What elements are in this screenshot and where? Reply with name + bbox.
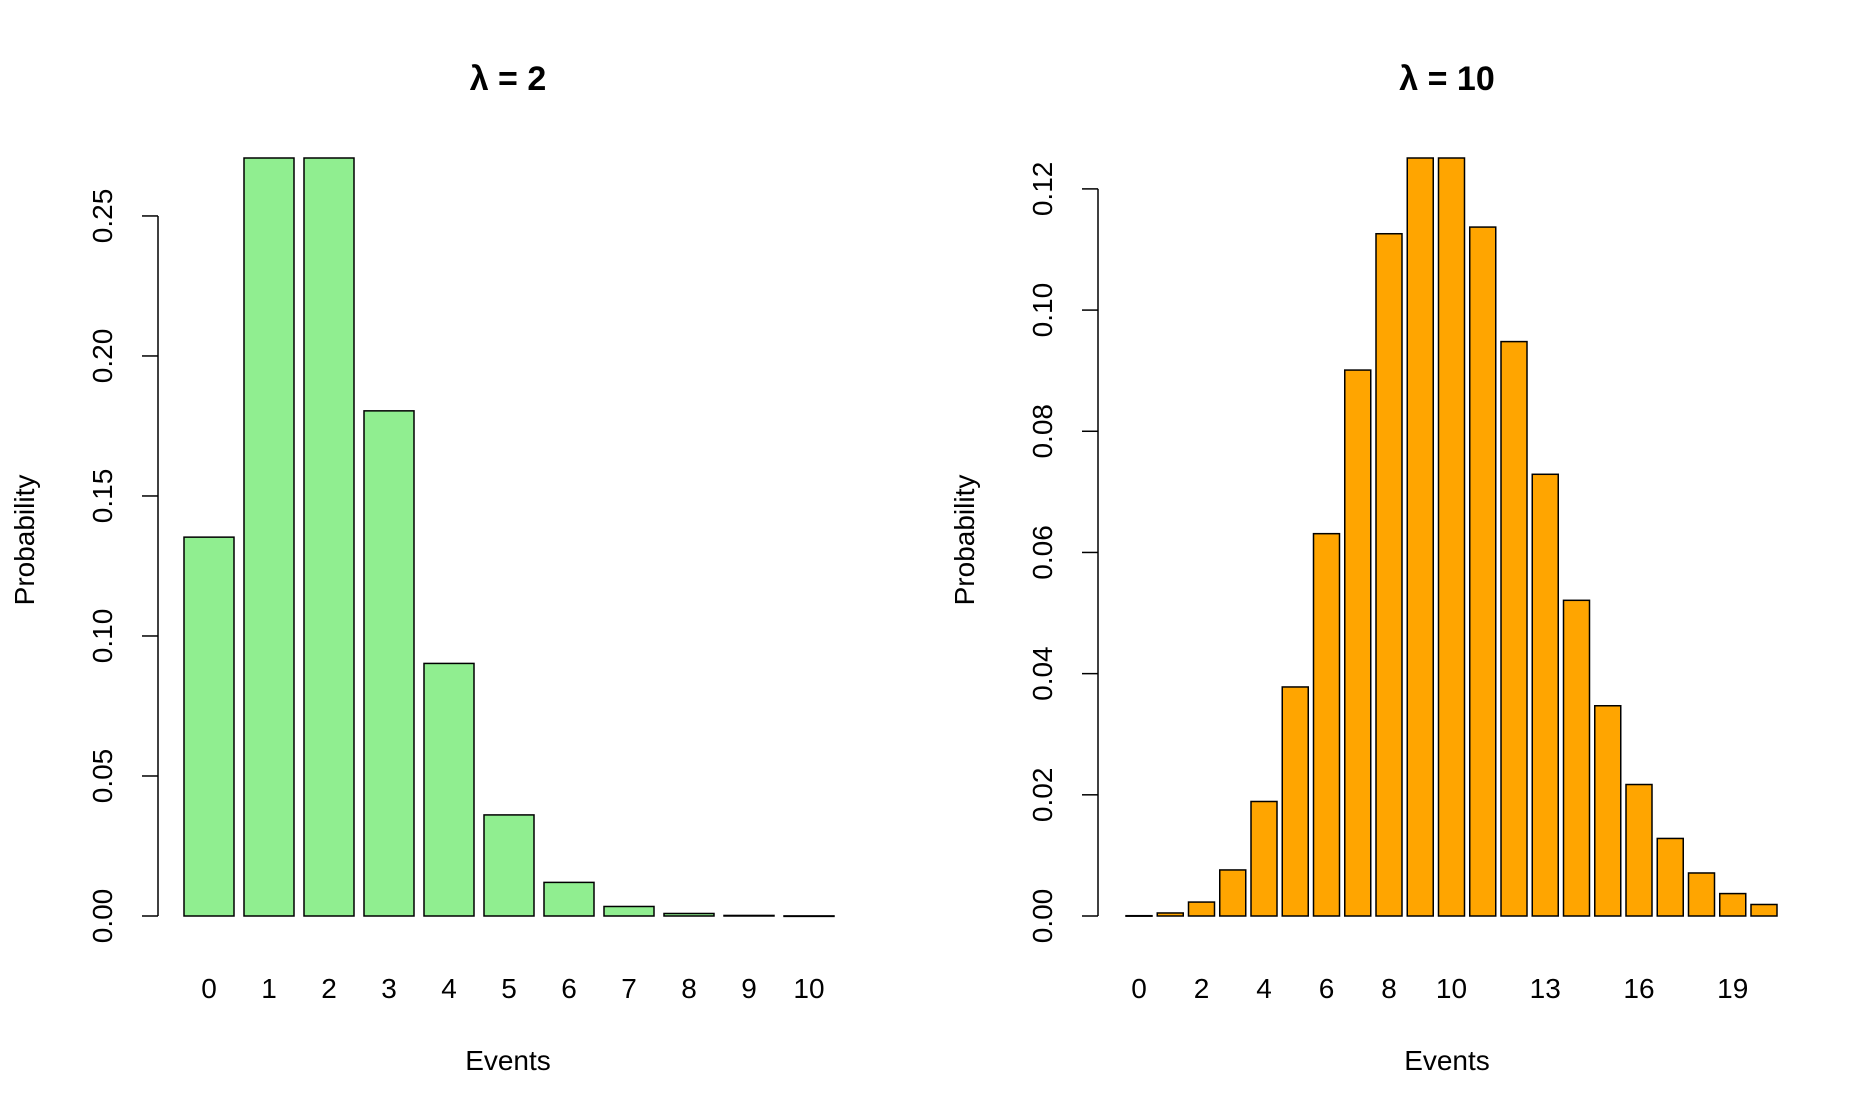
y-tick-label: 0.12 <box>1027 162 1058 217</box>
bar-20 <box>1750 903 1778 917</box>
bar-0 <box>183 536 235 917</box>
y-tick-label: 0.05 <box>87 749 118 804</box>
bar-3 <box>363 410 415 917</box>
y-tick-label: 0.04 <box>1027 646 1058 701</box>
chart-title: λ = 2 <box>470 60 547 98</box>
chart-panel-lambda-2: λ = 2 Events Probability 0.00 0.05 0.10 0.1… <box>9 60 835 1076</box>
x-axis-label: Events <box>1404 1045 1490 1076</box>
bar-4 <box>1250 800 1278 917</box>
bar-5 <box>1281 686 1309 917</box>
bar-15 <box>1594 704 1622 917</box>
bar-7 <box>603 905 655 917</box>
bar-16 <box>1625 783 1653 917</box>
bar-1 <box>243 157 295 917</box>
x-tick-label: 6 <box>561 973 577 1004</box>
x-tick-label: 16 <box>1623 973 1654 1004</box>
bar-13 <box>1531 473 1559 917</box>
bar-8 <box>663 912 715 917</box>
y-tick-label: 0.00 <box>87 889 118 944</box>
bar-9 <box>1406 157 1434 917</box>
bar-17 <box>1656 837 1684 917</box>
bar-12 <box>1500 340 1528 917</box>
bar-7 <box>1344 369 1372 917</box>
x-tick-labels: 0 2 4 6 8 10 13 16 19 <box>1131 973 1748 1004</box>
y-tick-label: 0.25 <box>87 189 118 244</box>
x-tick-labels: 0 1 2 3 4 5 6 7 8 9 10 <box>201 973 824 1004</box>
chart-title: λ = 10 <box>1399 60 1494 98</box>
bar-14 <box>1562 599 1591 917</box>
x-tick-label: 4 <box>441 973 457 1004</box>
bar-2 <box>303 157 355 917</box>
bar-3 <box>1219 869 1247 917</box>
x-tick-label: 10 <box>1436 973 1467 1004</box>
x-tick-label: 5 <box>501 973 517 1004</box>
y-tick-label: 0.00 <box>1027 889 1058 944</box>
x-tick-label: 0 <box>201 973 217 1004</box>
bar-10 <box>1437 157 1466 917</box>
x-tick-label: 19 <box>1717 973 1748 1004</box>
x-tick-label: 2 <box>321 973 337 1004</box>
x-tick-label: 7 <box>621 973 637 1004</box>
bar-11 <box>1469 226 1497 917</box>
x-tick-label: 2 <box>1194 973 1210 1004</box>
bar-4 <box>423 662 475 917</box>
x-tick-label: 13 <box>1530 973 1561 1004</box>
bar-8 <box>1375 232 1403 917</box>
y-tick-label: 0.10 <box>87 609 118 664</box>
x-tick-label: 8 <box>1381 973 1397 1004</box>
y-tick-label: 0.20 <box>87 329 118 384</box>
bar-6 <box>543 881 595 917</box>
bar-10 <box>783 915 835 918</box>
bars <box>183 157 835 918</box>
y-tick-label: 0.08 <box>1027 404 1058 459</box>
bar-1 <box>1156 912 1184 917</box>
bars <box>1125 157 1778 917</box>
x-tick-label: 6 <box>1319 973 1335 1004</box>
y-tick-label: 0.06 <box>1027 525 1058 580</box>
bar-18 <box>1687 872 1716 917</box>
chart-panel-lambda-10: λ = 10 Events Probability 0.000.020.040.… <box>949 60 1778 1076</box>
x-tick-label: 0 <box>1131 973 1147 1004</box>
y-axis: 0.00 0.02 0.04 0.06 0.08 0.10 0.12 <box>1027 162 1099 944</box>
y-tick-label: 0.02 <box>1027 768 1058 823</box>
y-axis: 0.00 0.05 0.10 0.15 0.20 0.25 <box>87 189 159 944</box>
x-tick-label: 3 <box>381 973 397 1004</box>
x-tick-label: 9 <box>741 973 757 1004</box>
y-axis-label: Probability <box>949 475 980 606</box>
bar-9 <box>723 914 775 917</box>
y-tick-label: 0.15 <box>87 469 118 524</box>
y-tick-label: 0.10 <box>1027 283 1058 338</box>
x-tick-label: 10 <box>793 973 824 1004</box>
bar-5 <box>483 814 535 917</box>
x-tick-label: 8 <box>681 973 697 1004</box>
bar-19 <box>1719 892 1747 917</box>
x-tick-label: 1 <box>261 973 277 1004</box>
y-axis-label: Probability <box>9 475 40 606</box>
bar-6 <box>1312 532 1341 917</box>
bar-0 <box>1125 914 1153 917</box>
x-axis-label: Events <box>465 1045 551 1076</box>
x-tick-label: 4 <box>1256 973 1272 1004</box>
bar-2 <box>1187 901 1216 917</box>
